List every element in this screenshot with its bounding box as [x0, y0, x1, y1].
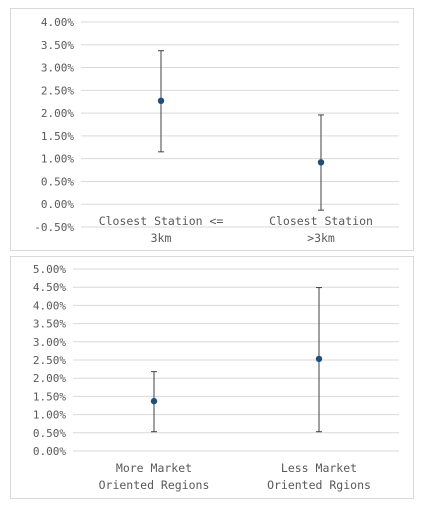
category-label: Closest Station <=: [99, 214, 224, 228]
y-tick-label: 1.00%: [41, 153, 74, 166]
category-label: Closest Station: [269, 214, 373, 228]
category-label: Less Market: [281, 461, 357, 475]
y-tick-label: 4.00%: [41, 16, 74, 29]
category-label: Oriented Regions: [99, 478, 210, 492]
y-tick-label: 3.50%: [41, 39, 74, 52]
y-tick-label: 2.50%: [41, 84, 74, 97]
y-tick-label: 0.50%: [33, 427, 66, 440]
data-point: [150, 397, 158, 405]
y-tick-label: 0.50%: [41, 175, 74, 188]
y-tick-label: 2.50%: [33, 354, 66, 367]
chart-svg-station-distance: 4.00% 3.50% 3.00% 2.50% 2.00% 1.50% 1.00% 0.50%…: [34, 16, 399, 245]
data-point: [315, 355, 323, 363]
y-tick-label: 0.00%: [41, 198, 74, 211]
category-label: Oriented Rgions: [267, 478, 371, 492]
data-point: [157, 97, 165, 105]
y-tick-label: 3.50%: [33, 318, 66, 331]
y-tick-label: 1.00%: [33, 409, 66, 422]
y-tick-label: 5.00%: [33, 263, 66, 276]
y-tick-label: 1.50%: [41, 130, 74, 143]
chart-svg-market-orientation: 5.00% 4.50% 4.00% 3.50% 3.00% 2.50% 2.00% 1.50%…: [33, 263, 399, 492]
y-tick-label: 4.00%: [33, 299, 66, 312]
chart-panel-station-distance: 4.00% 3.50% 3.00% 2.50% 2.00% 1.50% 1.00% 0.50%…: [10, 8, 414, 251]
y-tick-label: 3.00%: [41, 62, 74, 75]
y-tick-label: 1.50%: [33, 390, 66, 403]
chart-panel-market-orientation: 5.00% 4.50% 4.00% 3.50% 3.00% 2.50% 2.00% 1.50%…: [10, 256, 414, 499]
category-label: 3km: [151, 231, 172, 245]
y-tick-label: 2.00%: [33, 372, 66, 385]
category-label: More Market: [116, 461, 192, 475]
data-point: [317, 159, 325, 166]
y-tick-label: 0.00%: [33, 445, 66, 458]
category-label: >3km: [307, 231, 335, 245]
y-tick-label: 2.00%: [41, 107, 74, 120]
y-tick-label: 4.50%: [33, 281, 66, 294]
y-tick-label: 3.00%: [33, 336, 66, 349]
y-tick-label: -0.50%: [34, 221, 74, 234]
